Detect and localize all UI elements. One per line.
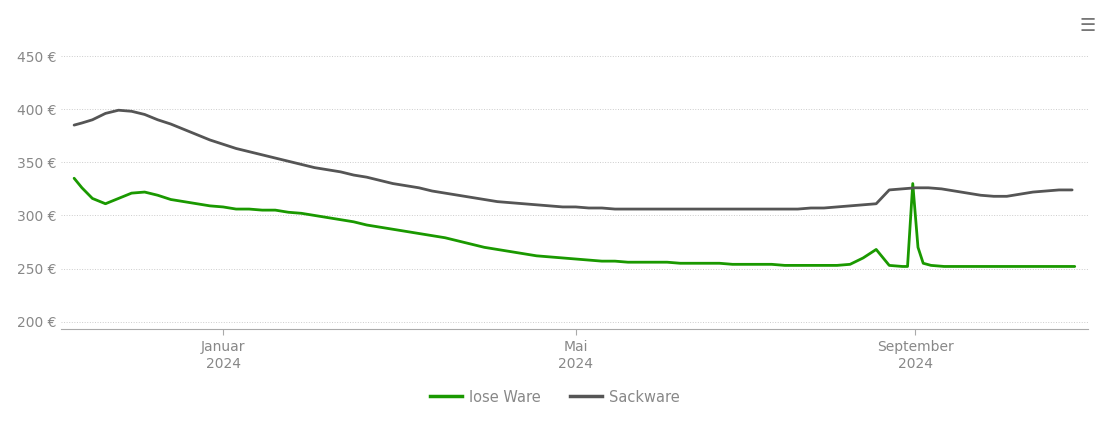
Sackware [608,206,622,211]
Legend: lose Ware, Sackware: lose Ware, Sackware [424,384,686,411]
lose Ware [830,263,844,268]
lose Ware [977,264,990,269]
lose Ware [713,261,726,266]
Sackware [112,108,125,113]
Sackware [242,149,255,154]
Sackware [805,206,818,211]
Sackware [504,200,517,205]
lose Ware [635,260,648,265]
Line: Sackware: Sackware [74,110,1072,209]
Sackware [68,122,81,127]
lose Ware [68,176,81,181]
Line: lose Ware: lose Ware [74,178,1074,266]
lose Ware [938,264,951,269]
lose Ware [1068,264,1081,269]
Sackware [1066,187,1079,192]
Sackware [582,206,595,211]
Text: ☰: ☰ [1079,17,1096,35]
Sackware [400,183,413,188]
lose Ware [906,181,919,186]
Sackware [138,112,151,117]
lose Ware [896,264,909,269]
